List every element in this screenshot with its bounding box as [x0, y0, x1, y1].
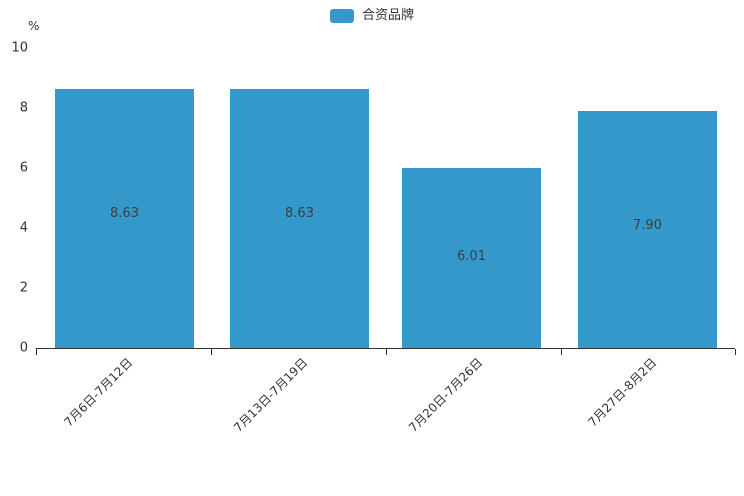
bar-value-label-2: 6.01 [457, 248, 486, 264]
bar-value-label-0: 8.63 [110, 205, 139, 221]
bar-3[interactable]: 7.90 [578, 111, 717, 348]
y-axis-unit-label: % [28, 19, 40, 33]
x-axis-tick-4 [735, 349, 736, 355]
chart-legend: 合资品牌 [0, 6, 744, 26]
x-axis-label-1: 7月13日-7月19日 [231, 355, 311, 435]
legend-item-label[interactable]: 合资品牌 [361, 8, 414, 23]
bar-value-label-3: 7.90 [633, 217, 662, 233]
legend-swatch-icon [329, 9, 354, 23]
bar-2[interactable]: 6.01 [402, 167, 541, 348]
x-axis-label-2: 7月20日-7月26日 [406, 355, 486, 435]
y-tick-label-8: 8 [19, 100, 28, 116]
plot-area: 0 2 4 6 8 10 8.63 8.63 6.01 7.90 [11, 41, 735, 356]
x-axis-line [36, 348, 735, 349]
y-tick-label-10: 10 [11, 40, 28, 56]
y-tick-label-0: 0 [19, 340, 28, 356]
x-axis-label-0: 7月6日-7月12日 [61, 355, 136, 430]
bar-1[interactable]: 8.63 [230, 89, 369, 348]
y-tick-label-2: 2 [19, 280, 28, 296]
x-axis-tick-2 [386, 349, 387, 355]
y-tick-label-4: 4 [19, 220, 28, 236]
x-axis-label-3: 7月27日-8月2日 [585, 355, 660, 430]
bar-0[interactable]: 8.63 [55, 89, 194, 348]
x-axis-tick-1 [211, 349, 212, 355]
bar-value-label-1: 8.63 [285, 205, 314, 221]
x-axis-tick-3 [561, 349, 562, 355]
y-tick-label-6: 6 [19, 160, 28, 176]
x-axis-tick-0 [36, 349, 37, 355]
